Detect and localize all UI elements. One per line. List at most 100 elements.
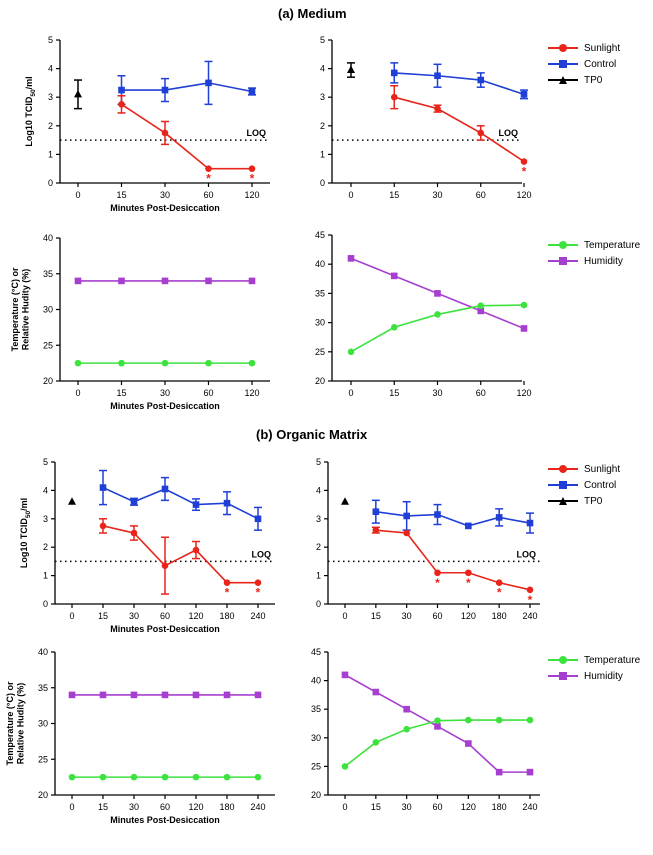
data-point-sunlight [254,579,262,586]
data-point-tp0 [74,89,82,98]
x-tick-label: 120 [188,611,203,621]
legend-label-temperature: Temperature [584,654,641,666]
legend-item-humidity: Humidity [548,668,640,684]
data-point-humidity [161,277,169,285]
data-point-control [130,498,138,506]
y-tick-label: 1 [48,149,53,159]
x-tick-label: 30 [129,802,139,812]
data-point-temperature [254,773,262,781]
data-point-control [223,499,231,507]
x-tick-label: 240 [250,611,265,621]
data-point-sunlight [248,165,256,172]
loq-label: LOQ [247,128,267,138]
data-point-temperature [403,725,410,733]
data-point-sunlight [434,569,441,577]
x-tick-label: 120 [244,190,259,200]
y-tick-label: 4 [320,64,325,74]
y-tick-label: 5 [316,457,321,467]
data-point-control [526,519,534,527]
data-point-sunlight [161,562,169,569]
legend-item-control: Control [548,56,620,72]
data-point-sunlight [192,546,200,554]
y-tick-label: 40 [43,233,53,243]
data-point-humidity [526,768,534,776]
data-point-tp0 [341,497,349,505]
y-tick-label: 4 [48,64,53,74]
x-tick-label: 0 [342,802,347,812]
x-tick-label: 0 [75,190,80,200]
chart-organic-titer-left: 0 1 2 3 4 5 0 15 30 60 120 180 240 Minutes Post-Desic… [19,457,275,634]
data-point-control [99,484,107,491]
data-point-temperature [118,359,125,367]
chart-medium-titer-right: 0 1 2 3 4 5 0 15 30 60 120 LOQ * [320,35,532,200]
y-tick-label: 3 [48,92,53,102]
x-tick-label: 240 [522,802,537,812]
y-tick-label: 25 [43,340,53,350]
data-point-sunlight [495,579,503,586]
data-point-control [434,511,441,518]
data-point-sunlight [390,93,398,101]
data-point-control [465,522,472,530]
y-tick-label: 0 [316,599,321,609]
legend-item-humidity: Humidity [548,253,640,269]
data-point-sunlight [130,529,138,537]
data-point-control [520,91,528,98]
series-line-sunlight [121,103,252,170]
y-tick-label: 30 [38,719,48,729]
x-tick-label: 180 [219,802,234,812]
series-line-control [394,72,525,96]
data-point-sunlight [520,158,528,165]
data-point-control [372,508,380,515]
data-point-temperature [390,323,398,331]
x-tick-label: 15 [98,802,108,812]
data-point-control [205,79,212,87]
data-point-sunlight [99,522,107,530]
data-point-control [434,72,441,80]
y-tick-label: 40 [38,647,48,657]
data-point-temperature [99,773,107,781]
x-axis-label: Minutes Post-Desiccation [110,203,220,213]
x-tick-label: 60 [160,611,170,621]
data-point-humidity [403,705,410,713]
significance-star: * [206,172,211,186]
data-point-humidity [254,691,262,699]
y-tick-label: 1 [320,149,325,159]
y-tick-label: 20 [315,376,325,386]
x-tick-label: 120 [516,388,531,398]
legend-env-medium: Temperature Humidity [548,237,640,269]
legend-virus-organic: Sunlight Control TP0 [548,461,620,509]
data-point-humidity [520,325,528,332]
legend-label-temperature: Temperature [584,239,641,251]
y-tick-label: 25 [38,754,48,764]
chart-medium-env-left: 20 25 30 35 40 0 15 30 60 120 Minutes Post-Desicca… [10,233,270,411]
x-tick-label: 30 [432,388,442,398]
data-point-temperature [495,716,503,724]
data-point-temperature [161,359,169,367]
series-line-control [102,486,259,520]
y-axis-label: Temperature (°C) orRelative Hudity (%) [10,267,30,351]
x-tick-label: 30 [160,190,170,200]
x-tick-label: 0 [69,802,74,812]
data-point-humidity [248,277,256,285]
y-tick-label: 45 [311,647,321,657]
data-point-control [254,515,262,523]
data-point-temperature [68,773,76,781]
data-point-sunlight [205,165,212,172]
data-point-temperature [205,359,212,367]
y-tick-label: 25 [311,761,321,771]
legend-item-tp0: TP0 [548,72,620,88]
data-point-humidity [434,723,441,730]
y-tick-label: 30 [311,733,321,743]
series-line-sunlight [375,529,531,591]
data-point-tp0 [347,65,355,74]
legend-label-control: Control [584,58,617,70]
x-tick-label: 120 [461,611,476,621]
y-tick-label: 5 [48,35,53,45]
significance-star: * [497,586,502,600]
data-point-control [192,501,200,508]
y-axis-label: Log10 TCID50/ml [24,76,37,146]
y-tick-label: 4 [316,485,321,495]
data-point-temperature [161,773,169,781]
y-axis-label: Log10 TCID50/ml [19,498,32,568]
section-title-medium: (a) Medium [278,6,347,21]
